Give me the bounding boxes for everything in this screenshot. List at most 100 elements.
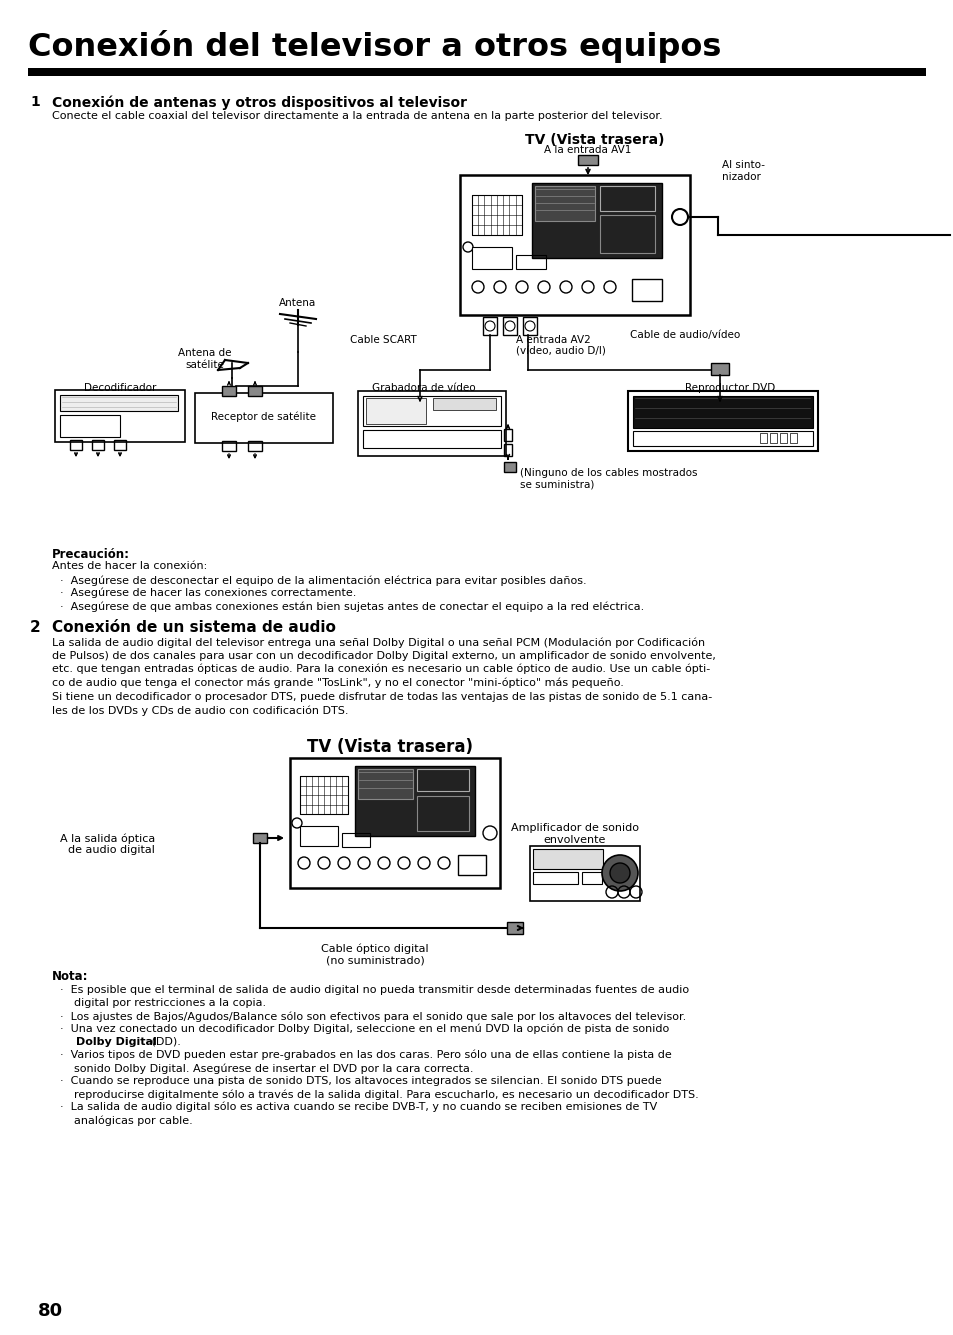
Bar	[503, 462, 516, 473]
Text: ·  Una vez conectado un decodificador Dolby Digital, seleccione en el menú DVD l: · Una vez conectado un decodificador Dol…	[60, 1024, 669, 1035]
Bar	[530, 846, 639, 901]
Bar	[91, 441, 104, 450]
Text: Precaución:: Precaución:	[52, 547, 130, 561]
Circle shape	[601, 854, 638, 890]
Bar	[341, 833, 370, 846]
Bar	[60, 395, 178, 411]
Text: ·  Los ajustes de Bajos/Agudos/Balance sólo son efectivos para el sonido que sal: · Los ajustes de Bajos/Agudos/Balance só…	[60, 1011, 685, 1021]
Text: 1: 1	[30, 95, 40, 109]
Text: Conexión de antenas y otros dispositivos al televisor: Conexión de antenas y otros dispositivos…	[52, 95, 467, 109]
Text: Amplificador de sonido
envolvente: Amplificador de sonido envolvente	[511, 822, 639, 845]
Text: sonido Dolby Digital. Asegúrese de insertar el DVD por la cara correcta.: sonido Dolby Digital. Asegúrese de inser…	[60, 1063, 473, 1073]
Bar	[433, 398, 496, 410]
Text: La salida de audio digital del televisor entrega una señal Dolby Digital o una s: La salida de audio digital del televisor…	[52, 638, 704, 649]
Text: ·  Asegúrese de desconectar el equipo de la alimentación eléctrica para evitar p: · Asegúrese de desconectar el equipo de …	[60, 575, 586, 586]
Bar	[533, 849, 602, 869]
Bar	[299, 776, 348, 814]
Bar	[516, 255, 545, 268]
Bar	[503, 445, 512, 457]
Text: Dolby Digital: Dolby Digital	[76, 1037, 156, 1047]
Bar	[60, 415, 120, 437]
Bar	[363, 396, 500, 426]
Text: Cable óptico digital
(no suministrado): Cable óptico digital (no suministrado)	[321, 943, 428, 965]
Text: de Pulsos) de dos canales para usar con un decodificador Dolby Digital externo, : de Pulsos) de dos canales para usar con …	[52, 651, 715, 661]
Text: ·  Varios tipos de DVD pueden estar pre-grabados en las dos caras. Pero sólo una: · Varios tipos de DVD pueden estar pre-g…	[60, 1051, 671, 1060]
Text: Grabadora de vídeo: Grabadora de vídeo	[372, 383, 476, 392]
Text: (DD).: (DD).	[148, 1037, 181, 1047]
Bar	[627, 391, 817, 451]
Bar	[222, 386, 235, 396]
Text: digital por restricciones a la copia.: digital por restricciones a la copia.	[60, 999, 266, 1008]
Bar	[357, 769, 413, 800]
Text: Cable SCART: Cable SCART	[350, 335, 416, 344]
Text: Conexión del televisor a otros equipos: Conexión del televisor a otros equipos	[28, 29, 720, 63]
Bar	[599, 186, 655, 211]
Text: 2: 2	[30, 619, 41, 635]
Text: reproducirse digitalmente sólo a través de la salida digital. Para escucharlo, e: reproducirse digitalmente sólo a través …	[60, 1089, 698, 1100]
Text: A la entrada AV1: A la entrada AV1	[544, 146, 631, 155]
Bar	[472, 247, 512, 268]
Text: TV (Vista trasera): TV (Vista trasera)	[525, 134, 664, 147]
Text: Decodificador: Decodificador	[84, 383, 156, 392]
Text: Nota:: Nota:	[52, 971, 89, 983]
Bar	[366, 398, 426, 425]
Text: TV (Vista trasera): TV (Vista trasera)	[307, 738, 473, 756]
Bar	[472, 195, 521, 235]
Text: Al sinto-
nizador: Al sinto- nizador	[721, 160, 764, 182]
Bar	[28, 68, 925, 76]
Text: Reproductor DVD: Reproductor DVD	[684, 383, 774, 392]
Text: Antena: Antena	[279, 298, 316, 308]
Text: Si tiene un decodificador o procesador DTS, puede disfrutar de todas las ventaja: Si tiene un decodificador o procesador D…	[52, 692, 712, 702]
Bar	[55, 390, 185, 442]
Text: A la salida óptica
de audio digital: A la salida óptica de audio digital	[60, 833, 154, 856]
Bar	[290, 758, 499, 888]
Text: ·  Cuando se reproduce una pista de sonido DTS, los altavoces integrados se sile: · Cuando se reproduce una pista de sonid…	[60, 1076, 661, 1085]
Bar	[70, 441, 82, 450]
Text: ·  La salida de audio digital sólo es activa cuando se recibe DVB-T, y no cuando: · La salida de audio digital sólo es act…	[60, 1101, 657, 1112]
Bar	[710, 363, 728, 375]
Bar	[506, 922, 522, 934]
Text: Conexión de un sistema de audio: Conexión de un sistema de audio	[52, 619, 335, 635]
Bar	[599, 215, 655, 254]
Bar	[789, 433, 796, 443]
Bar	[578, 155, 598, 166]
Bar	[760, 433, 766, 443]
Bar	[457, 854, 485, 874]
Text: ·  Es posible que el terminal de salida de audio digital no pueda transmitir des: · Es posible que el terminal de salida d…	[60, 985, 688, 995]
Bar	[631, 279, 661, 300]
Bar	[113, 441, 126, 450]
Bar	[248, 441, 262, 451]
Bar	[363, 430, 500, 449]
Text: A entrada AV2
(vídeo, audio D/I): A entrada AV2 (vídeo, audio D/I)	[516, 335, 605, 356]
Bar	[633, 396, 812, 429]
Bar	[533, 872, 578, 884]
Text: Antes de hacer la conexión:: Antes de hacer la conexión:	[52, 561, 207, 571]
Bar	[416, 769, 469, 792]
Bar	[248, 386, 262, 396]
Text: 80: 80	[38, 1302, 63, 1320]
Bar	[416, 796, 469, 830]
Bar	[222, 441, 235, 451]
Bar	[532, 183, 661, 258]
Bar	[355, 766, 475, 836]
Text: Cable de audio/vídeo: Cable de audio/vídeo	[629, 330, 740, 340]
Bar	[502, 316, 517, 335]
Bar	[459, 175, 689, 315]
Bar	[769, 433, 776, 443]
Text: ·  Asegúrese de que ambas conexiones están bien sujetas antes de conectar el equ: · Asegúrese de que ambas conexiones está…	[60, 601, 643, 611]
Text: etc. que tengan entradas ópticas de audio. Para la conexión es necesario un cabl: etc. que tengan entradas ópticas de audi…	[52, 663, 709, 674]
Text: Antena de
satélite: Antena de satélite	[178, 348, 232, 370]
Bar	[522, 316, 537, 335]
Bar	[535, 186, 595, 222]
Text: analógicas por cable.: analógicas por cable.	[60, 1115, 193, 1125]
Bar	[581, 872, 601, 884]
Text: Receptor de satélite: Receptor de satélite	[212, 413, 316, 422]
Bar	[633, 431, 812, 446]
Bar	[194, 392, 333, 443]
Text: les de los DVDs y CDs de audio con codificación DTS.: les de los DVDs y CDs de audio con codif…	[52, 705, 348, 716]
Bar	[482, 316, 497, 335]
Text: (Ninguno de los cables mostrados
se suministra): (Ninguno de los cables mostrados se sumi…	[519, 469, 697, 490]
Bar	[780, 433, 786, 443]
Circle shape	[609, 862, 629, 882]
Bar	[299, 826, 337, 846]
